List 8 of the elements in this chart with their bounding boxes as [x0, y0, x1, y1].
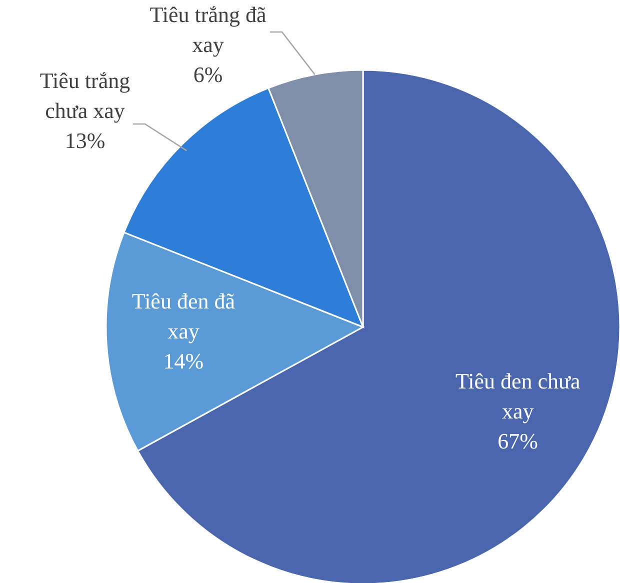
- slice-label: Tiêu trắng đã xay: [150, 2, 266, 57]
- slice-label: Tiêu đen đã xay: [132, 288, 236, 344]
- data-label: 6%: [193, 62, 223, 87]
- data-label: 14%: [163, 348, 204, 374]
- slice-label: Tiêu đen chưa xay: [455, 368, 580, 424]
- data-label: 67%: [498, 428, 538, 454]
- slice-label: Tiêu trắng chưa xay: [40, 68, 130, 123]
- data-label: 13%: [64, 128, 106, 153]
